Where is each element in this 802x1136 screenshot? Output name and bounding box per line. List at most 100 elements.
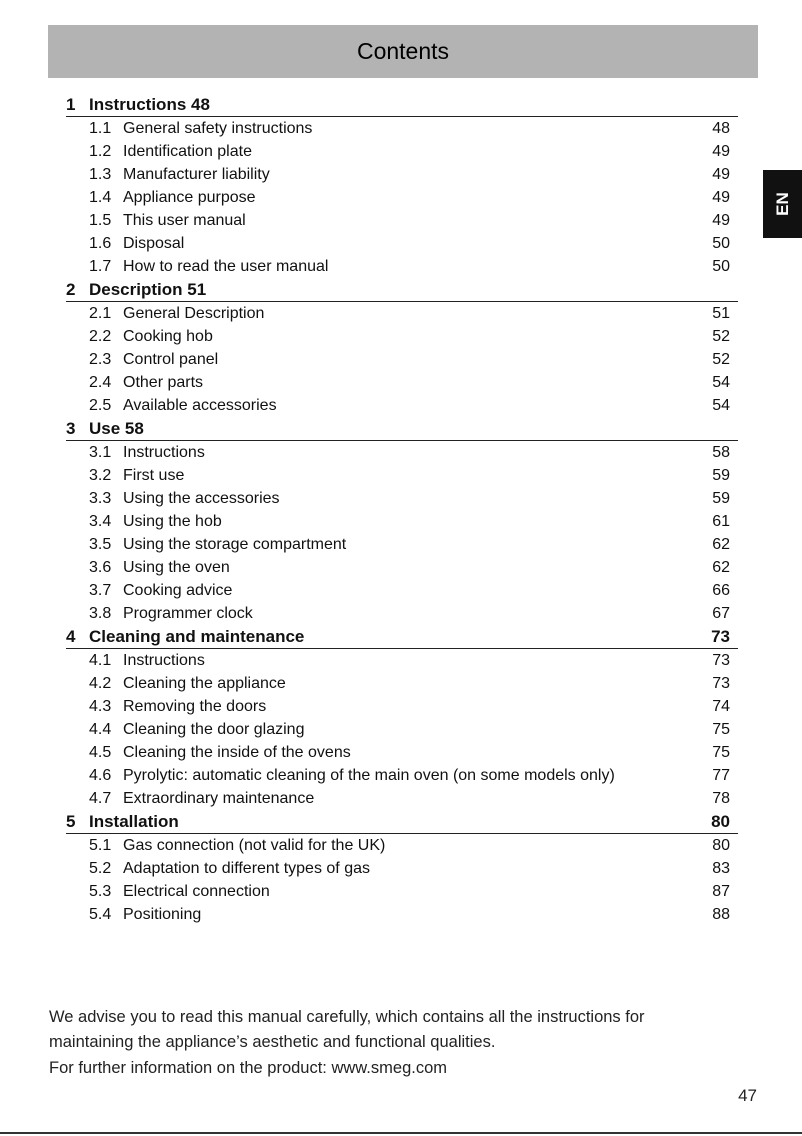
toc-entry[interactable]: 4.4 Cleaning the door glazing 75: [66, 718, 738, 741]
entry-title: Cleaning the door glazing: [123, 720, 305, 738]
entry-number: 3.6: [89, 558, 112, 576]
entry-page: 59: [712, 489, 730, 507]
entry-title: Using the storage compartment: [123, 535, 347, 553]
entry-number: 2.5: [89, 396, 112, 414]
toc-entry[interactable]: 2.3 Control panel 52: [66, 348, 738, 371]
entry-title: Using the oven: [123, 558, 230, 576]
toc-entry[interactable]: 1.2 Identification plate 49: [66, 140, 738, 163]
toc-entry[interactable]: 5.4 Positioning 88: [66, 903, 738, 926]
entry-page: 77: [712, 766, 730, 784]
section-number: 5: [66, 811, 76, 831]
toc-entry[interactable]: 4.6 Pyrolytic: automatic cleaning of the …: [66, 764, 738, 787]
entry-page: 61: [712, 512, 730, 530]
entry-title: Instructions: [123, 651, 205, 669]
entry-page: 62: [712, 558, 730, 576]
entry-page: 66: [712, 581, 730, 599]
entry-page: 52: [712, 327, 730, 345]
entry-title: Other parts: [123, 373, 204, 391]
entry-page: 78: [712, 789, 730, 807]
bottom-divider: [0, 1132, 802, 1134]
entry-page: 83: [712, 859, 730, 877]
entry-number: 4.5: [89, 743, 112, 761]
entry-page: 49: [712, 211, 730, 229]
entry-number: 3.7: [89, 581, 112, 599]
language-tab: EN: [763, 170, 802, 238]
toc-entry[interactable]: 4.2 Cleaning the appliance 73: [66, 672, 738, 695]
entry-title: Control panel: [123, 350, 219, 368]
toc-entry[interactable]: 1.6 Disposal 50: [66, 232, 738, 255]
entry-title: Cooking advice: [123, 581, 233, 599]
toc-entry[interactable]: 1.3 Manufacturer liability 49: [66, 163, 738, 186]
section-number: 2: [66, 279, 76, 299]
entry-number: 1.1: [89, 119, 112, 137]
toc-section-heading[interactable]: 3 Use 58: [66, 417, 738, 441]
toc-entry[interactable]: 1.4 Appliance purpose 49: [66, 186, 738, 209]
entry-page: 73: [712, 674, 730, 692]
toc-entry[interactable]: 2.2 Cooking hob 52: [66, 325, 738, 348]
toc-entry[interactable]: 2.4 Other parts 54: [66, 371, 738, 394]
entry-title: Electrical connection: [123, 882, 270, 900]
toc-section-heading[interactable]: 1 Instructions 48: [66, 93, 738, 117]
entry-page: 62: [712, 535, 730, 553]
toc-section-heading[interactable]: 2 Description 51: [66, 278, 738, 302]
toc-entry[interactable]: 4.3 Removing the doors 74: [66, 695, 738, 718]
entry-number: 4.1: [89, 651, 112, 669]
entry-page: 80: [712, 836, 730, 854]
entry-page: 67: [712, 604, 730, 622]
toc-entry[interactable]: 3.7 Cooking advice 66: [66, 579, 738, 602]
toc-entry[interactable]: 3.4 Using the hob 61: [66, 510, 738, 533]
entry-number: 1.6: [89, 234, 112, 252]
entry-title: Removing the doors: [123, 697, 267, 715]
entry-number: 4.6: [89, 766, 112, 784]
info-text: For further information on the product: …: [49, 1059, 447, 1077]
toc-entry[interactable]: 5.1 Gas connection (not valid for the UK)…: [66, 834, 738, 857]
entry-page: 54: [712, 396, 730, 414]
entry-title: Manufacturer liability: [123, 165, 270, 183]
entry-page: 74: [712, 697, 730, 715]
entry-number: 1.3: [89, 165, 112, 183]
entry-title: General safety instructions: [123, 119, 313, 137]
entry-title: Available accessories: [123, 396, 277, 414]
entry-page: 58: [712, 443, 730, 461]
entry-number: 2.3: [89, 350, 112, 368]
entry-page: 75: [712, 743, 730, 761]
entry-number: 4.2: [89, 674, 112, 692]
section-number: 4: [66, 626, 76, 646]
section-number: 3: [66, 418, 76, 438]
toc-entry[interactable]: 4.5 Cleaning the inside of the ovens 75: [66, 741, 738, 764]
toc-entry[interactable]: 3.5 Using the storage compartment 62: [66, 533, 738, 556]
toc-entry[interactable]: 5.3 Electrical connection 87: [66, 880, 738, 903]
toc-entry[interactable]: 4.1 Instructions 73: [66, 649, 738, 672]
entry-page: 75: [712, 720, 730, 738]
entry-number: 3.4: [89, 512, 112, 530]
entry-page: 87: [712, 882, 730, 900]
toc-entry[interactable]: 2.5 Available accessories 54: [66, 394, 738, 417]
toc-entry[interactable]: 3.8 Programmer clock 67: [66, 602, 738, 625]
section-title: Cleaning and maintenance: [89, 626, 305, 646]
entry-page: 49: [712, 188, 730, 206]
toc-section-heading[interactable]: 4 Cleaning and maintenance 73: [66, 625, 738, 649]
entry-title: Using the hob: [123, 512, 222, 530]
section-page: 80: [711, 811, 730, 831]
toc-entry[interactable]: 2.1 General Description 51: [66, 302, 738, 325]
toc-entry[interactable]: 1.1 General safety instructions 48: [66, 117, 738, 140]
entry-page: 48: [712, 119, 730, 137]
entry-title: Gas connection (not valid for the UK): [123, 836, 386, 854]
toc-entry[interactable]: 5.2 Adaptation to different types of gas 8…: [66, 857, 738, 880]
entry-page: 54: [712, 373, 730, 391]
entry-number: 3.5: [89, 535, 112, 553]
toc-section-heading[interactable]: 5 Installation 80: [66, 810, 738, 834]
entry-page: 51: [712, 304, 730, 322]
toc-entry[interactable]: 3.1 Instructions 58: [66, 441, 738, 464]
section-title: Use 58: [89, 418, 144, 438]
entry-number: 4.3: [89, 697, 112, 715]
entry-number: 5.3: [89, 882, 112, 900]
entry-page: 50: [712, 234, 730, 252]
toc-entry[interactable]: 4.7 Extraordinary maintenance 78: [66, 787, 738, 810]
toc-entry[interactable]: 1.7 How to read the user manual 50: [66, 255, 738, 278]
toc-entry[interactable]: 3.2 First use 59: [66, 464, 738, 487]
toc-entry[interactable]: 3.3 Using the accessories 59: [66, 487, 738, 510]
entry-title: Identification plate: [123, 142, 252, 160]
toc-entry[interactable]: 3.6 Using the oven 62: [66, 556, 738, 579]
toc-entry[interactable]: 1.5 This user manual 49: [66, 209, 738, 232]
